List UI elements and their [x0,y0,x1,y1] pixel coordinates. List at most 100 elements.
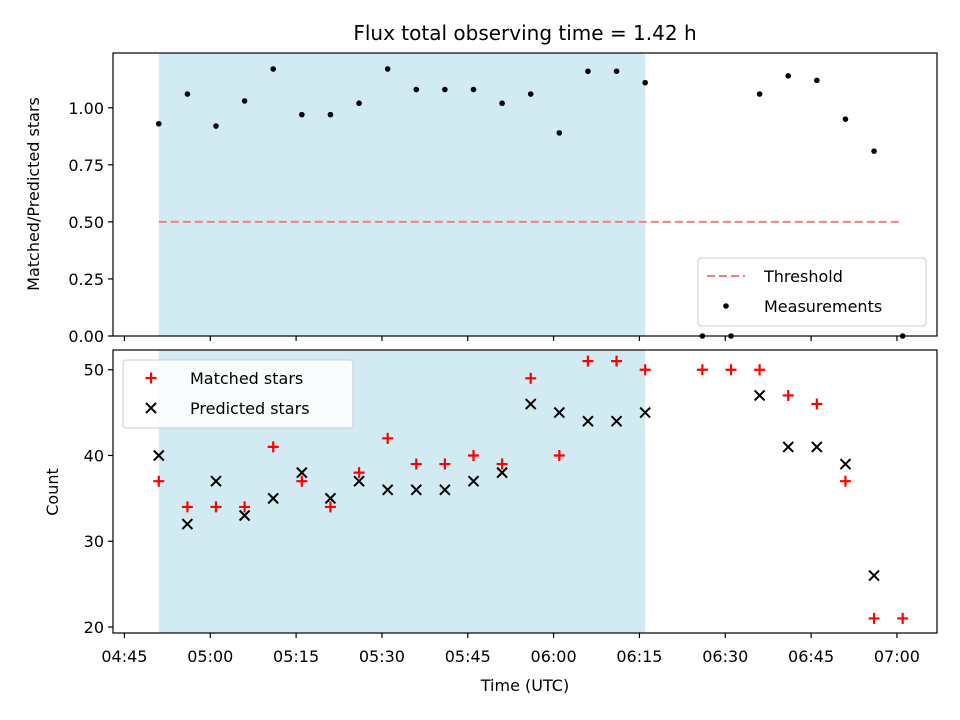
measurement-point [413,86,420,93]
matched-star-point [897,612,909,624]
x-tick-label: 04:45 [101,647,147,666]
legend-label: Measurements [764,297,882,316]
legend: Threshold Measurements [697,257,927,327]
predicted-star-point [753,389,766,402]
measurement-point [842,116,849,122]
bottom-y-axis-title: Count [43,468,62,516]
predicted-star-point [153,449,165,462]
predicted-star-point [267,492,279,505]
y-tick-label: 0.75 [68,156,104,175]
matched-star-point [782,389,794,401]
y-tick-label: 30 [84,532,104,551]
legend-label: Matched stars [190,369,303,388]
measurement-point [756,91,763,97]
predicted-star-point [839,458,852,470]
measurement-point [442,86,448,93]
matched-star-point [382,432,394,444]
measurement-point [814,77,820,84]
predicted-star-point [525,398,537,410]
measurement-point [470,86,477,93]
predicted-star-point [582,415,594,427]
matched-star-point [582,355,594,367]
measurement-point [642,79,648,86]
matched-star-point [468,449,479,461]
matched-star-point [267,441,279,453]
measurement-point [155,120,162,127]
legend-predicted-swatch [145,402,157,414]
x-tick-label: 05:45 [445,647,491,666]
x-tick-label: 05:15 [273,647,319,666]
ratio-panel: 0.00 0.25 0.50 0.75 1.00 Threshold Measurement… [68,52,938,346]
x-tick-label: 06:45 [788,647,834,666]
matched-star-point [553,449,565,461]
measurement-point [241,98,248,104]
matched-star-point [496,458,508,470]
plot-frame [112,52,938,337]
observing-window-span [158,53,646,336]
matched-star-point [439,458,451,470]
matched-star-point [353,467,365,479]
legend-label: Threshold [763,267,843,286]
y-tick-label: 50 [84,361,104,380]
predicted-star-point [439,484,451,496]
top-y-axis-title: Matched/Predicted stars [24,97,43,291]
matched-star-point [611,355,623,367]
measurement-point [585,68,591,75]
matched-star-point [525,372,537,384]
legend-box [697,257,927,327]
x-tick-label: 06:30 [702,647,748,666]
measurement-point [527,91,534,97]
predicted-star-point [610,415,623,427]
measurement-point [327,111,334,118]
measurement-point [871,148,877,154]
x-tick-label: 06:00 [531,647,577,666]
matched-star-point [324,501,336,513]
measurement-point [613,68,620,75]
predicted-star-point [496,466,508,479]
matched-star-point [725,364,737,376]
legend: Matched stars Predicted stars [122,359,354,429]
measurement-point [785,73,792,79]
matched-star-point [754,364,766,376]
matched-star-point [181,501,193,513]
predicted-star-point [210,475,222,487]
measurement-point [384,66,391,72]
y-tick-label: 0.50 [68,213,104,232]
predicted-star-point [353,475,365,487]
measurement-point [299,111,305,118]
y-tick-label: 40 [84,446,104,465]
matched-star-point [410,458,422,470]
predicted-star-point [553,406,566,419]
predicted-star-point [811,441,823,453]
legend-box [122,359,354,429]
matched-star-point [296,475,308,487]
matched-star-point [153,475,165,487]
y-tick-label: 20 [84,618,104,637]
predicted-star-point [181,518,194,530]
matched-star-point [210,501,222,513]
chart-title: Flux total observing time = 1.42 h [353,21,696,45]
predicted-star-point [381,484,394,496]
predicted-star-point [410,484,422,496]
y-tick-label: 0.00 [68,327,104,346]
predicted-star-point [782,441,794,453]
measurement-point [270,66,277,72]
y-tick-label: 1.00 [68,99,104,118]
predicted-star-point [324,492,337,505]
x-tick-label: 07:00 [874,647,920,666]
matched-star-point [811,398,823,410]
x-tick-label: 05:30 [359,647,405,666]
legend-label: Predicted stars [190,399,310,418]
predicted-star-point [868,569,880,582]
measurement-point [556,130,563,136]
count-panel: 20 30 40 50 04:45 05:00 05:15 05:30 05:45 06:00 06… [84,349,938,666]
plot-frame [112,349,938,634]
measurement-point [213,123,219,129]
y-tick-label: 0.25 [68,270,104,289]
x-tick-label: 05:00 [187,647,233,666]
predicted-star-point [296,466,308,479]
measurement-point [499,100,505,107]
predicted-star-point [238,509,251,522]
matched-star-point [868,612,880,624]
measurement-point [356,100,362,107]
